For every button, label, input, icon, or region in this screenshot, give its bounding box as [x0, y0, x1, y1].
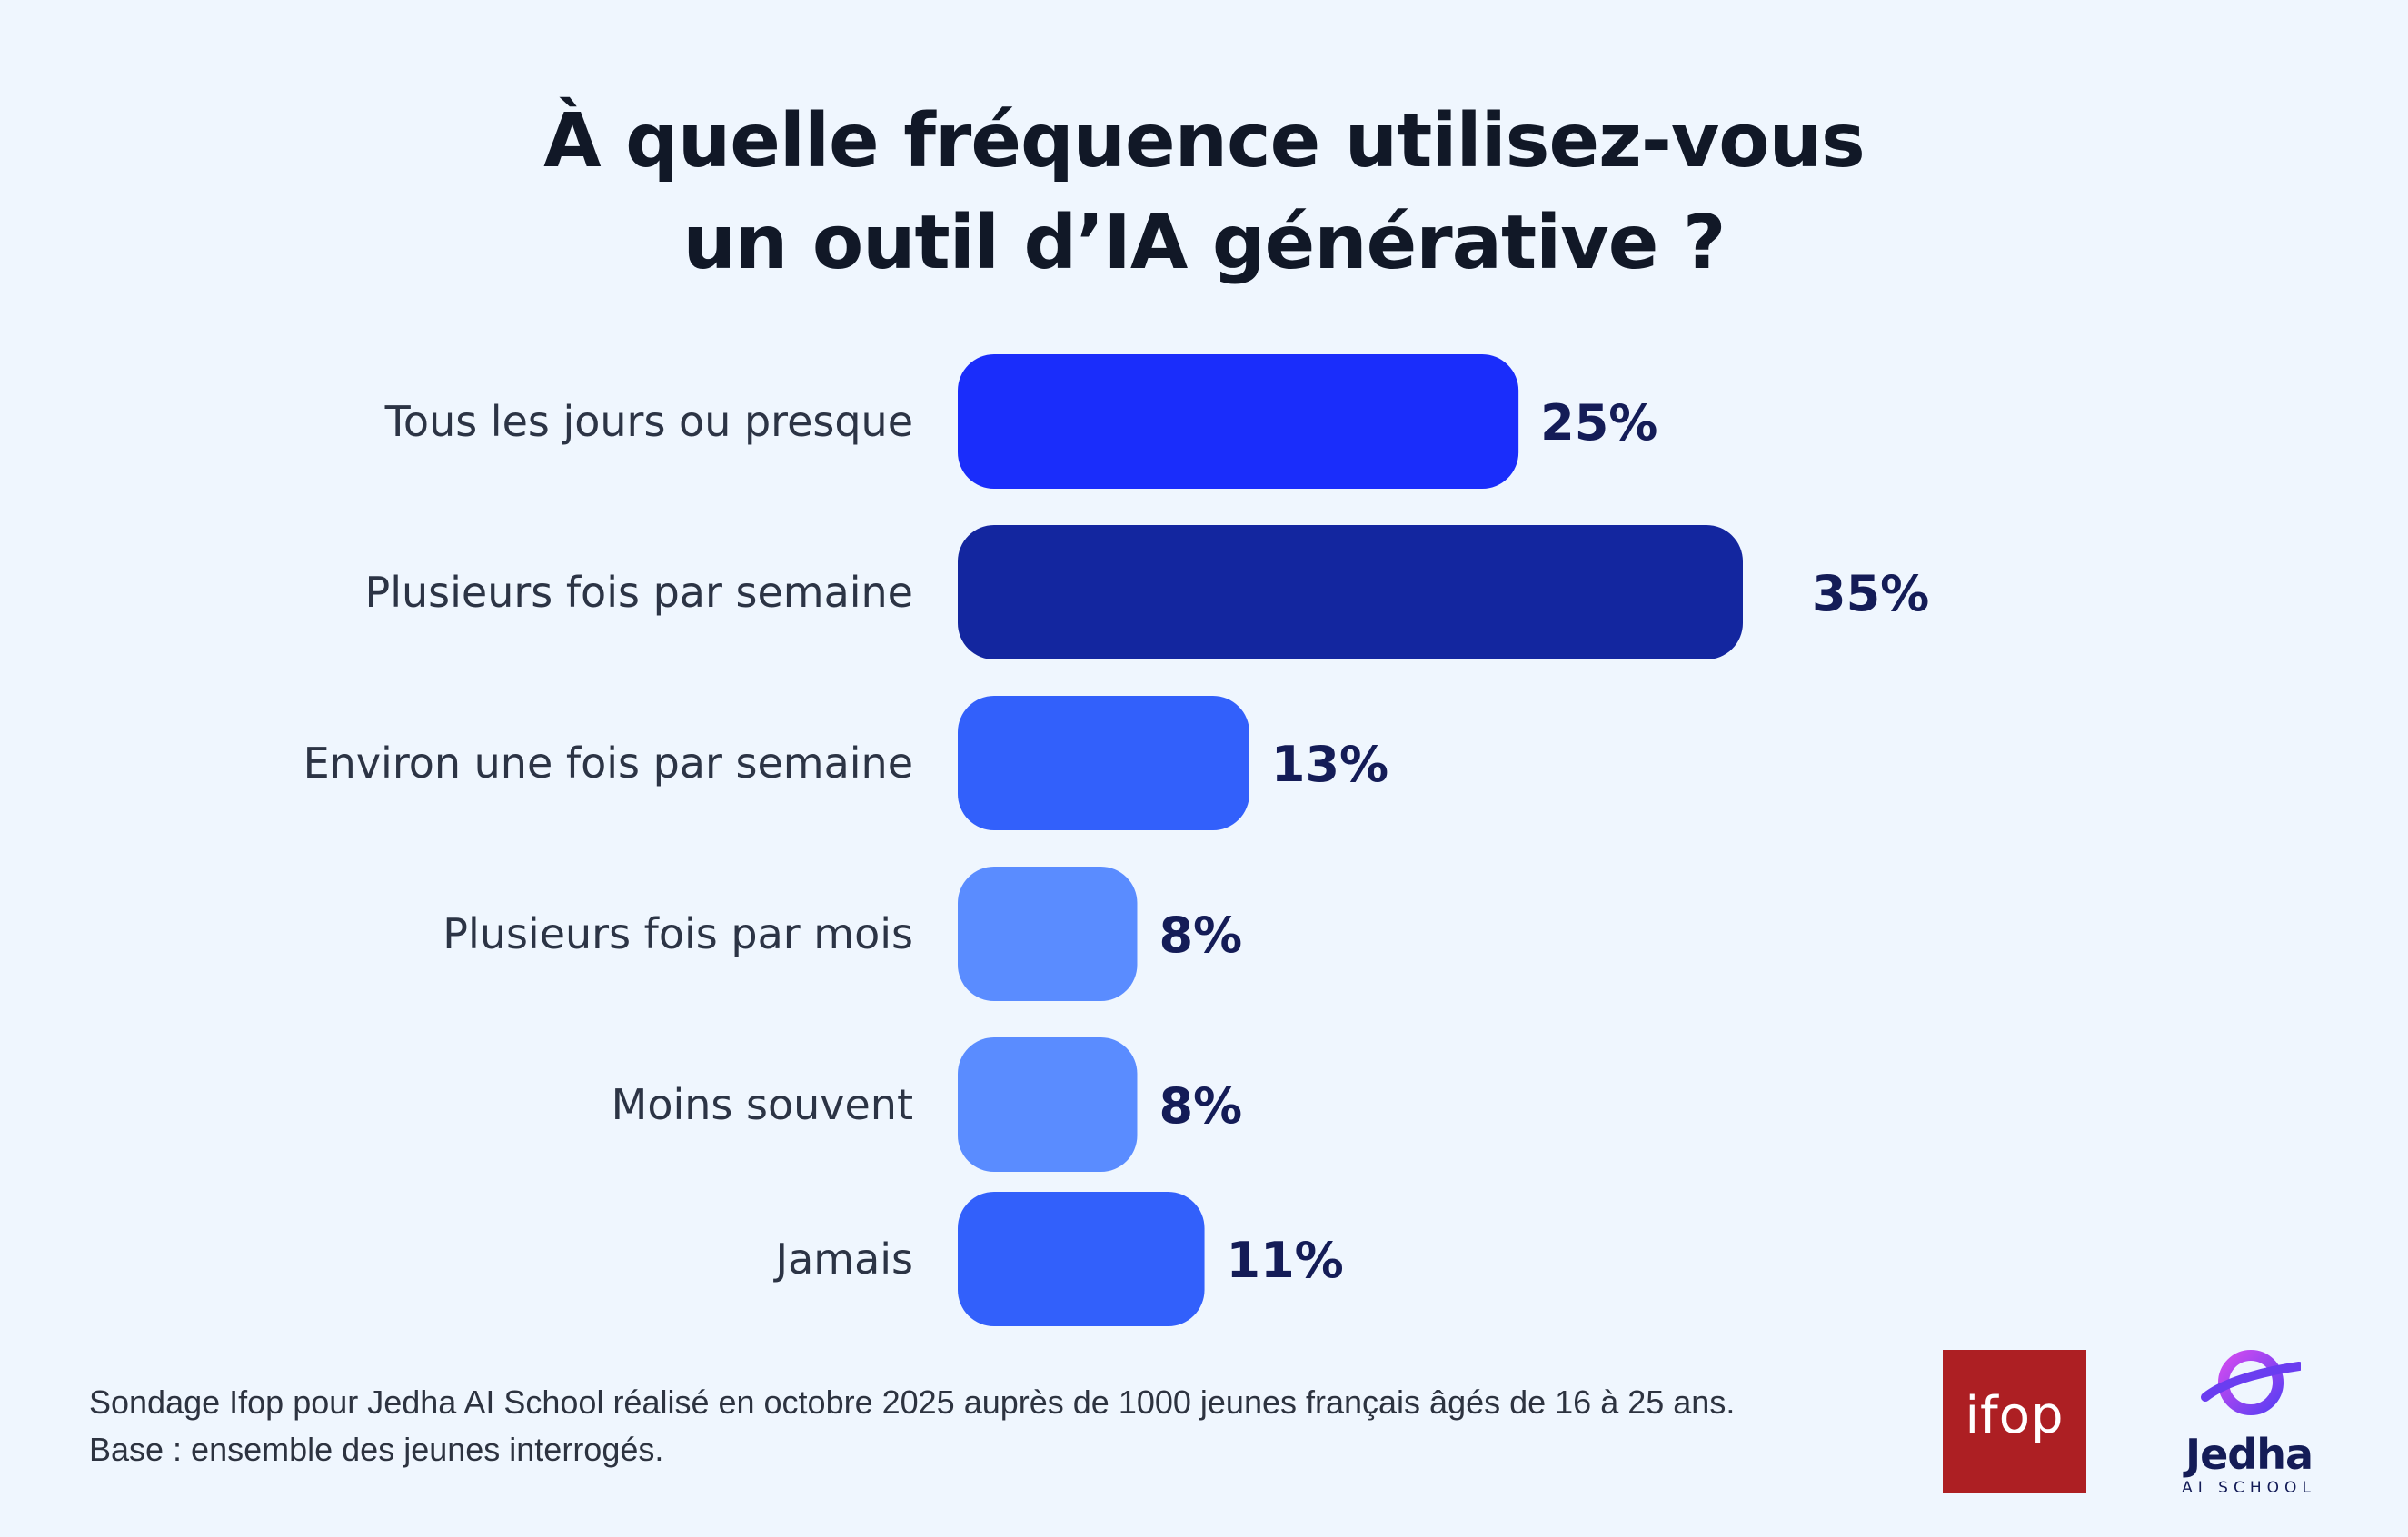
bar-2	[958, 525, 1743, 659]
category-label-6: Jamais	[773, 1235, 914, 1284]
jedha-logo-subtitle: AI SCHOOL	[2182, 1479, 2316, 1497]
chart-title-line-1: À quelle fréquence utilisez-vous	[543, 98, 1866, 184]
source-footnote: Sondage Ifop pour Jedha AI School réalis…	[89, 1379, 1906, 1473]
value-label-5: 8%	[1159, 1077, 1242, 1135]
value-label-1: 25%	[1540, 394, 1657, 451]
ifop-logo-text: ifop	[1965, 1386, 2065, 1445]
bar-5	[958, 1037, 1138, 1172]
jedha-logo: Jedha AI SCHOOL	[2154, 1343, 2344, 1506]
value-label-6: 11%	[1227, 1232, 1344, 1289]
category-label-4: Plusieurs fois par mois	[443, 909, 913, 958]
jedha-logo-name: Jedha	[2184, 1430, 2313, 1479]
value-label-2: 35%	[1812, 565, 1929, 622]
category-label-3: Environ une fois par semaine	[303, 739, 913, 788]
bar-chart: Tous les jours ou presque 25% Plusieurs fo…	[303, 354, 1929, 1326]
value-label-3: 13%	[1271, 736, 1388, 793]
bar-1	[958, 354, 1519, 489]
ifop-logo: ifop	[1943, 1350, 2086, 1493]
footnote-line-2: Base : ensemble des jeunes interrogés.	[89, 1431, 664, 1468]
category-label-5: Moins souvent	[612, 1080, 913, 1129]
category-label-2: Plusieurs fois par semaine	[364, 568, 913, 617]
bar-3	[958, 696, 1249, 830]
chart-title-line-2: un outil d’IA générative ?	[682, 200, 1726, 286]
value-label-4: 8%	[1159, 907, 1242, 964]
bar-6	[958, 1192, 1205, 1326]
category-label-1: Tous les jours ou presque	[384, 397, 913, 446]
chart-title: À quelle fréquence utilisez-vous un outi…	[0, 91, 2408, 294]
bar-4	[958, 867, 1138, 1001]
footnote-line-1: Sondage Ifop pour Jedha AI School réalis…	[89, 1383, 1736, 1421]
jedha-orbit-icon	[2201, 1350, 2301, 1415]
